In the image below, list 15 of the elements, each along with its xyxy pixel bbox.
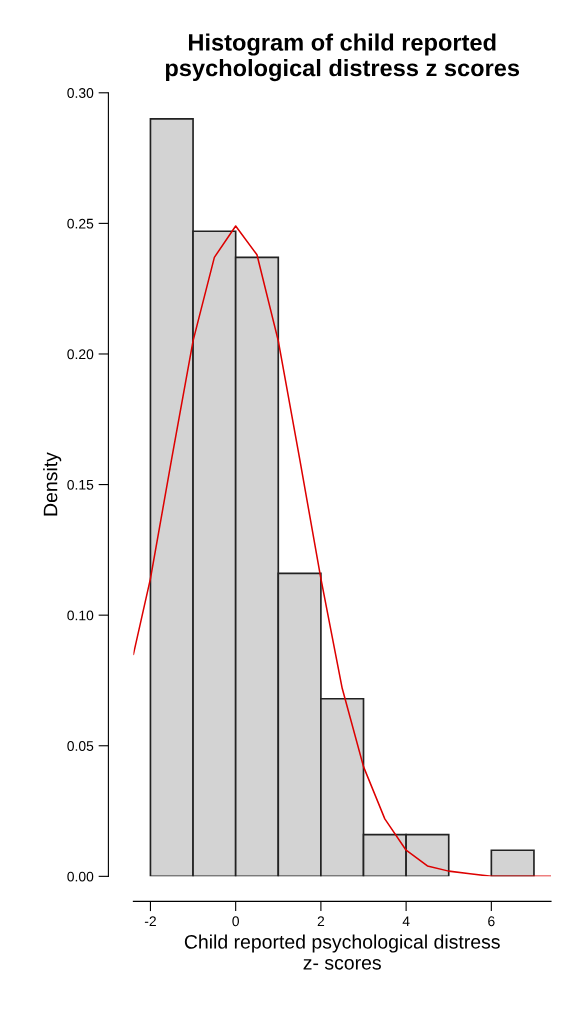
x-axis-title: Child reported psychological distress z- scores bbox=[184, 934, 500, 970]
chart-title: Histogram of child reported psychological distress z scores bbox=[165, 33, 520, 82]
y-tick-label: 0.05 bbox=[67, 741, 94, 751]
y-axis-title: Density bbox=[43, 452, 62, 516]
y-tick-label: 0.10 bbox=[67, 610, 94, 621]
x-tick-label: 4 bbox=[402, 916, 410, 926]
x-tick-label: 0 bbox=[232, 916, 239, 927]
y-tick-label: 0.00 bbox=[67, 871, 94, 882]
y-tick-label: 0.25 bbox=[67, 218, 94, 229]
y-tick-label: 0.30 bbox=[67, 88, 94, 98]
x-tick-label: -2 bbox=[144, 916, 156, 926]
y-tick-label: 0.15 bbox=[67, 479, 94, 490]
x-tick-label: 2 bbox=[317, 916, 325, 926]
x-tick-label: 6 bbox=[488, 916, 495, 927]
y-tick-label: 0.20 bbox=[67, 349, 94, 360]
